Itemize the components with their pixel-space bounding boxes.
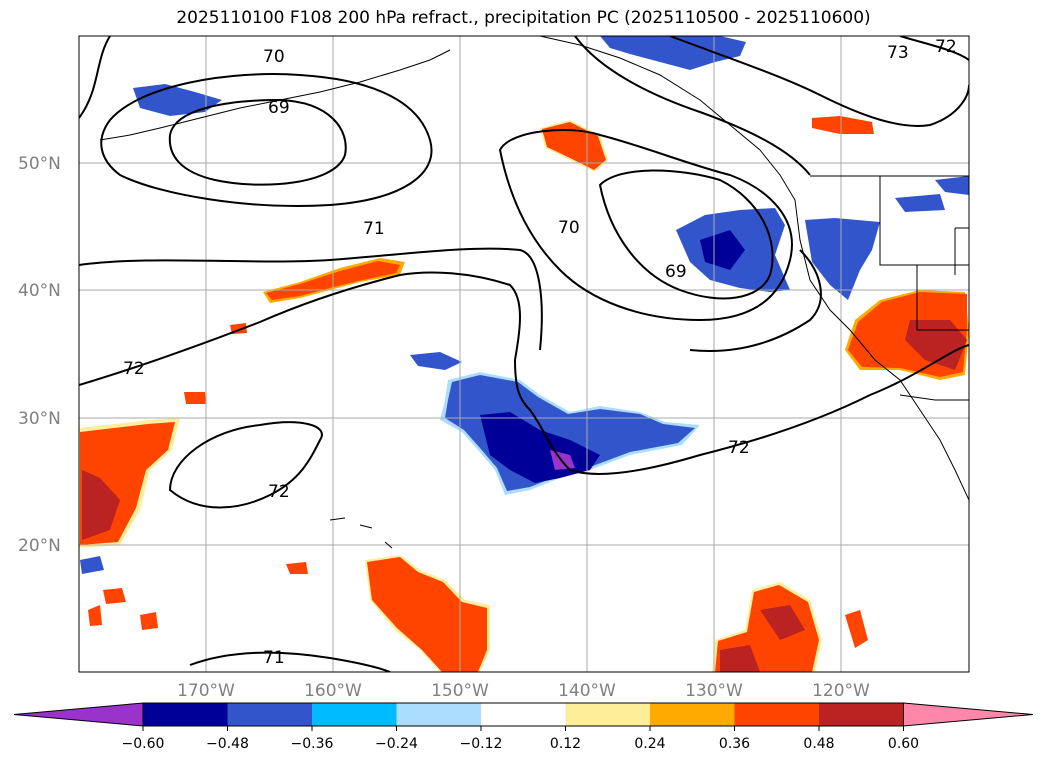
colorbar-segment bbox=[396, 703, 482, 726]
colorbar-extend-min bbox=[13, 702, 144, 727]
colorbar-tick-label: 0.36 bbox=[719, 736, 750, 752]
contour-label: 73 bbox=[887, 43, 909, 63]
lat-label: 50°N bbox=[18, 154, 61, 174]
colorbar-tick-label: −0.48 bbox=[206, 736, 249, 752]
colorbar-tick-label: −0.60 bbox=[122, 736, 165, 752]
lon-label: 170°W bbox=[177, 681, 235, 701]
colorbar-segment bbox=[650, 703, 735, 726]
lat-label: 20°N bbox=[18, 536, 61, 556]
contour-label: 69 bbox=[268, 98, 290, 118]
colorbar-tick-label: −0.36 bbox=[291, 736, 334, 752]
colorbar-segment bbox=[143, 703, 228, 726]
map-title: 2025110100 F108 200 hPa refract., precip… bbox=[176, 8, 871, 28]
precip-positive-areas bbox=[79, 116, 969, 672]
contour-label: 72 bbox=[123, 359, 145, 379]
colorbar-segment bbox=[734, 703, 820, 726]
contour-label: 71 bbox=[263, 648, 285, 668]
colorbar-segment bbox=[481, 703, 566, 726]
colorbar-tick-label: 0.24 bbox=[634, 736, 665, 752]
colorbar-segment bbox=[565, 703, 651, 726]
colorbar-tick-label: 0.12 bbox=[550, 736, 581, 752]
longitude-labels: 170°W 160°W 150°W 140°W 130°W 120°W bbox=[177, 681, 870, 701]
refractivity-contours bbox=[79, 36, 969, 672]
contour-labels: 70 69 71 70 69 73 72 72 72 72 71 bbox=[123, 37, 957, 668]
contour-label: 69 bbox=[665, 262, 687, 282]
contour-label: 72 bbox=[268, 482, 290, 502]
colorbar-segment bbox=[227, 703, 313, 726]
contour-label: 70 bbox=[558, 218, 580, 238]
colorbar-tick-label: −0.24 bbox=[375, 736, 418, 752]
contour-label: 72 bbox=[935, 37, 957, 57]
coastlines bbox=[99, 36, 969, 549]
colorbar-segment bbox=[312, 703, 397, 726]
lon-label: 140°W bbox=[558, 681, 616, 701]
colorbar-segment bbox=[819, 703, 904, 726]
lon-label: 120°W bbox=[812, 681, 870, 701]
colorbar-tick-label: −0.12 bbox=[460, 736, 503, 752]
latitude-labels: 50°N 40°N 30°N 20°N bbox=[18, 154, 61, 556]
lat-label: 30°N bbox=[18, 409, 61, 429]
precip-negative-areas bbox=[80, 36, 969, 574]
contour-label: 70 bbox=[263, 47, 285, 67]
lon-label: 130°W bbox=[685, 681, 743, 701]
colorbar: −0.60 −0.48 −0.36 −0.24 −0.12 0.12 0.24 0.36 0.4… bbox=[13, 702, 1034, 752]
colorbar-tick-label: 0.48 bbox=[803, 736, 834, 752]
colorbar-tick-label: 0.60 bbox=[888, 736, 919, 752]
lat-label: 40°N bbox=[18, 281, 61, 301]
map-frame bbox=[78, 35, 970, 673]
colorbar-border bbox=[142, 702, 904, 727]
lon-label: 160°W bbox=[304, 681, 362, 701]
colorbar-extend-max bbox=[903, 702, 1034, 727]
lon-label: 150°W bbox=[431, 681, 489, 701]
map-background bbox=[79, 36, 969, 672]
contour-label: 72 bbox=[728, 438, 750, 458]
contour-label: 71 bbox=[363, 219, 385, 239]
